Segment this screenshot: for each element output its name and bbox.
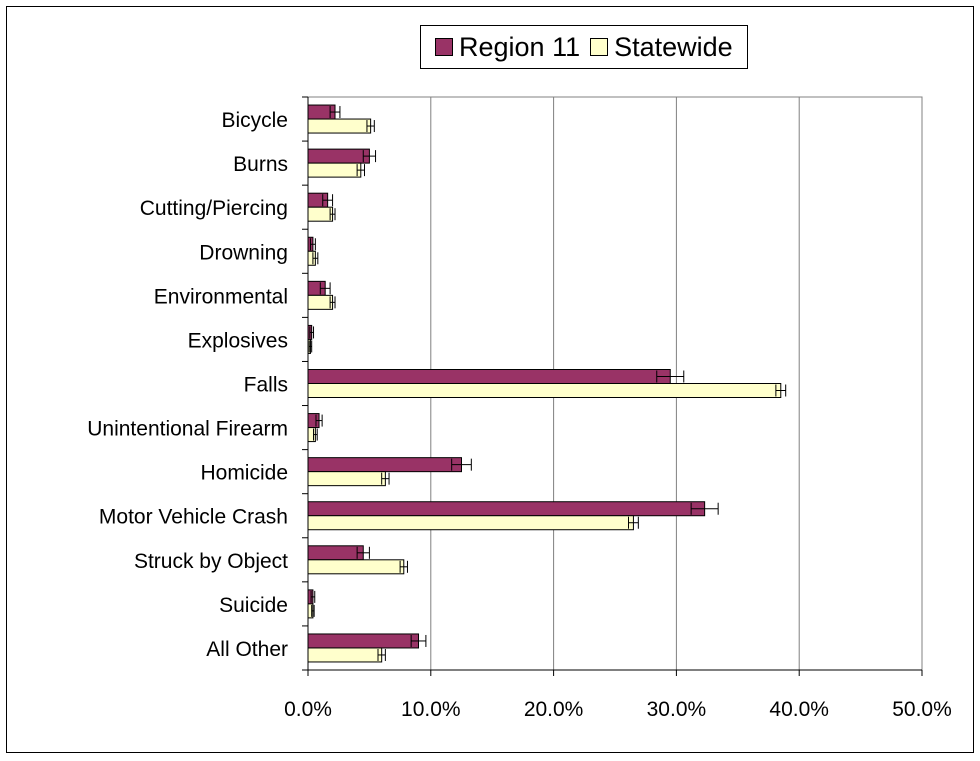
legend-item-region: Region 11 (435, 32, 580, 63)
bar (307, 559, 405, 575)
y-category-label: Homicide (200, 462, 288, 485)
y-category-label: Environmental (154, 285, 288, 308)
bar (307, 457, 462, 473)
bar (307, 118, 372, 134)
bar (307, 383, 782, 398)
bar (307, 294, 334, 310)
bar (307, 501, 706, 517)
y-category-label: Drowning (199, 241, 288, 264)
bar (307, 162, 362, 178)
tick-labels: 0.0% 10.0% 20.0% 30.0% 40.0% 50.0% Bicycle Burn… (87, 109, 952, 721)
legend-swatch-statewide (590, 38, 609, 56)
bar (307, 545, 364, 561)
y-category-label: Falls (244, 374, 288, 397)
y-category-label: Suicide (219, 594, 288, 617)
bar (307, 471, 386, 487)
legend-swatch-region (435, 38, 453, 56)
x-tick-label: 10.0% (401, 698, 461, 721)
y-category-label: Burns (233, 153, 288, 176)
y-category-label: Motor Vehicle Crash (99, 506, 288, 529)
x-tick-label: 40.0% (769, 698, 829, 721)
x-tick-label: 50.0% (892, 698, 952, 721)
x-tick-label: 30.0% (647, 698, 707, 721)
y-category-label: Bicycle (221, 109, 288, 132)
legend-label-region: Region 11 (459, 31, 581, 62)
x-tick-label: 0.0% (284, 698, 332, 721)
y-category-label: Unintentional Firearm (87, 418, 288, 441)
bar (307, 647, 383, 663)
y-category-label: Cutting/Piercing (140, 197, 288, 220)
bar (307, 148, 370, 164)
legend-item-statewide: Statewide (590, 32, 733, 63)
axes (302, 96, 923, 676)
legend: Region 11 Statewide (420, 25, 748, 69)
bar (307, 633, 420, 649)
x-tick-label: 20.0% (524, 698, 584, 721)
bar (307, 515, 634, 531)
bar (307, 369, 671, 384)
y-category-label: Explosives (188, 329, 288, 352)
bar (307, 206, 334, 222)
legend-label-statewide: Statewide (614, 31, 733, 62)
y-category-label: All Other (206, 638, 288, 661)
y-category-label: Struck by Object (134, 550, 288, 573)
bars (307, 104, 787, 663)
